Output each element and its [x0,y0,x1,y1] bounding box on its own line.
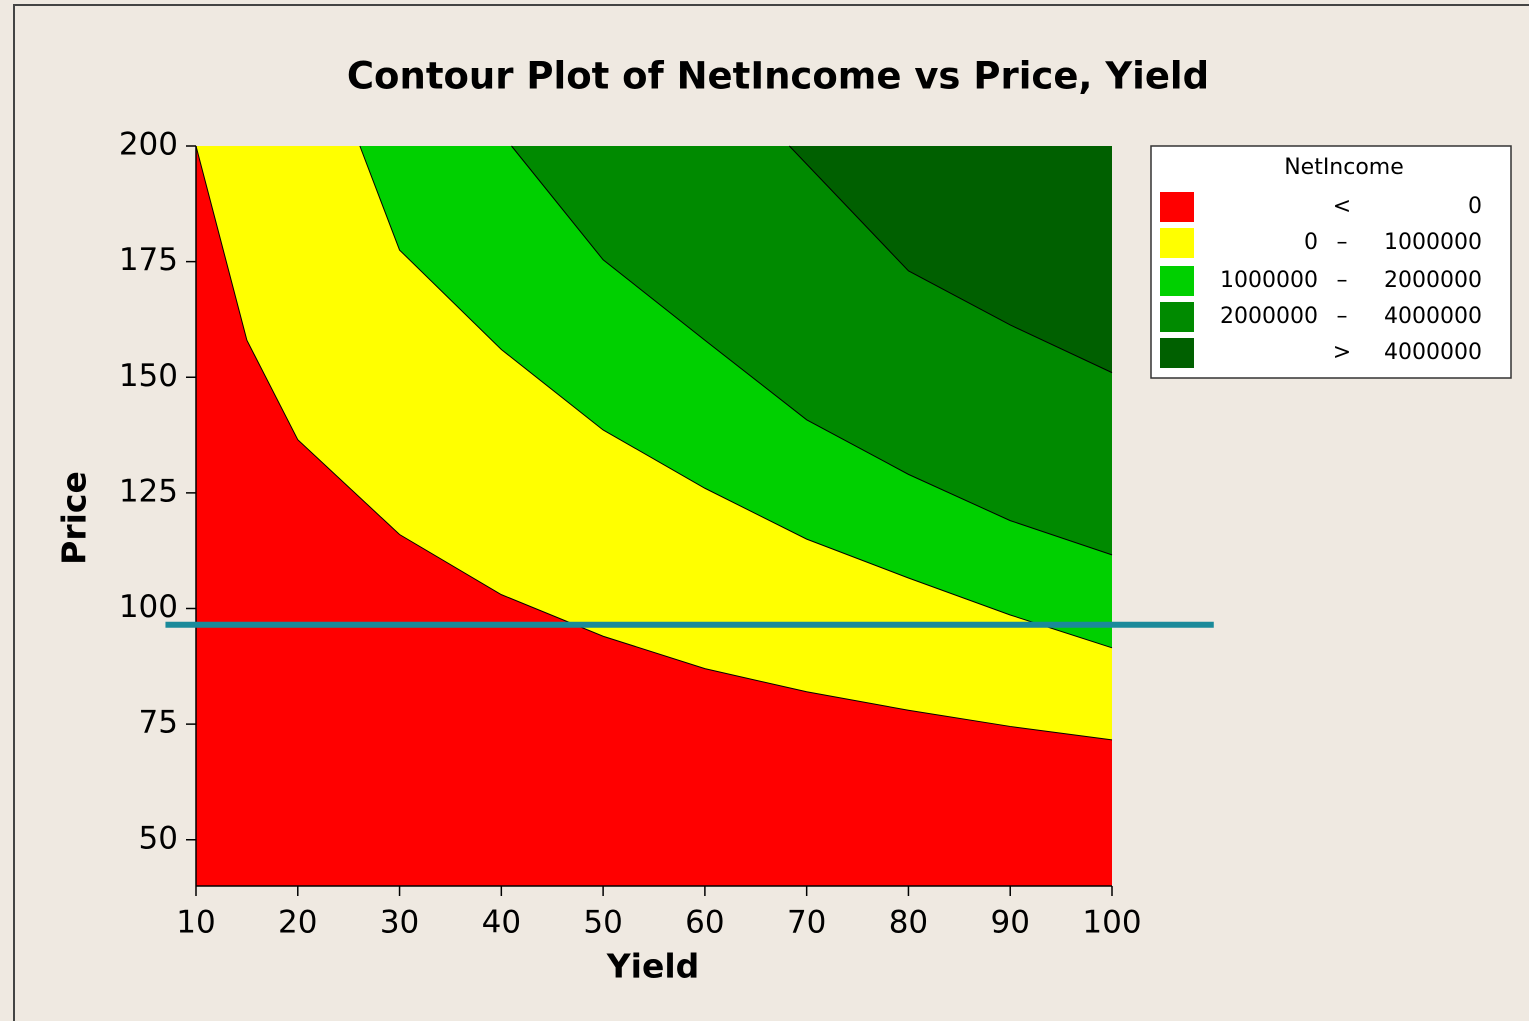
y-tick-label: 200 [119,127,178,163]
y-tick-label: 150 [119,358,178,394]
y-tick-label: 100 [119,589,178,625]
y-axis-label: Price [55,471,94,565]
y-tick-label: 175 [119,242,178,278]
legend-low: 2000000 [1220,304,1318,329]
contour-region [196,146,1112,886]
x-axis-label: Yield [606,947,700,986]
x-tick-label: 20 [278,905,317,941]
x-tick-label: 50 [583,905,622,941]
legend-title: NetIncome [1284,155,1404,180]
chart-title: Contour Plot of NetIncome vs Price, Yiel… [347,55,1209,98]
legend-high: 4000000 [1384,340,1482,365]
legend-high: 4000000 [1384,304,1482,329]
x-tick-label: 100 [1082,905,1141,941]
legend-swatch [1160,266,1194,296]
x-tick-label: 40 [482,905,521,941]
y-tick-label: 125 [119,473,178,509]
y-tick-label: 75 [139,705,178,741]
x-tick-label: 30 [380,905,419,941]
legend-symbol: – [1337,304,1348,329]
legend-swatch [1160,302,1194,332]
contour-line [195,145,1113,741]
x-tick-label: 10 [176,905,215,941]
legend-high: 1000000 [1384,230,1482,255]
x-tick-label: 70 [787,905,826,941]
contour-line [511,145,1113,556]
legend-high: 2000000 [1384,268,1482,293]
x-tick-label: 80 [889,905,928,941]
legend-swatch [1160,192,1194,222]
legend-low: 1000000 [1220,268,1318,293]
legend-low: 0 [1304,230,1318,255]
contour-line [789,145,1113,374]
legend-symbol: – [1337,230,1348,255]
legend-swatch [1160,338,1194,368]
legend-symbol: – [1337,268,1348,293]
legend-swatch [1160,228,1194,258]
x-tick-label: 60 [685,905,724,941]
legend-symbol: > [1333,340,1351,365]
legend-box [1150,145,1512,379]
frame [13,4,1529,1021]
y-tick-label: 50 [139,820,178,856]
contour-line [359,145,1113,649]
legend-high: 0 [1468,194,1482,219]
legend-symbol: < [1333,194,1351,219]
x-tick-label: 90 [990,905,1029,941]
